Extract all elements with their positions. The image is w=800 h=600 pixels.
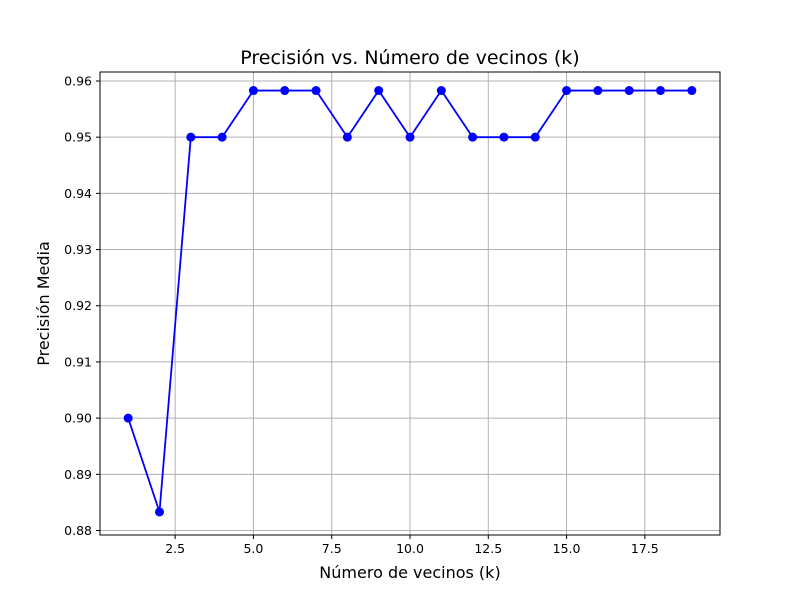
data-point — [405, 132, 415, 142]
data-point — [624, 86, 634, 96]
data-point — [311, 86, 321, 96]
x-tick-label: 2.5 — [165, 541, 185, 556]
data-point — [656, 86, 666, 96]
data-point — [154, 507, 164, 517]
y-tick-label: 0.90 — [64, 411, 92, 426]
y-tick-label: 0.91 — [64, 354, 92, 369]
data-point — [374, 86, 384, 96]
data-point — [436, 86, 446, 96]
x-axis-title: Número de vecinos (k) — [319, 563, 500, 582]
data-point — [687, 86, 697, 96]
x-tick-label: 17.5 — [631, 541, 659, 556]
data-point — [280, 86, 290, 96]
x-tick-label: 10.0 — [396, 541, 424, 556]
data-point — [342, 132, 352, 142]
x-tick-label: 5.0 — [243, 541, 263, 556]
x-tick-label: 15.0 — [553, 541, 581, 556]
y-tick-label: 0.94 — [64, 186, 92, 201]
y-tick-label: 0.89 — [64, 467, 92, 482]
series — [123, 86, 697, 517]
data-point — [217, 132, 227, 142]
grid — [100, 72, 720, 535]
y-tick-label: 0.93 — [64, 242, 92, 257]
y-tick-label: 0.88 — [64, 523, 92, 538]
y-tick-label: 0.92 — [64, 298, 92, 313]
data-point — [593, 86, 603, 96]
x-tick-label: 7.5 — [322, 541, 342, 556]
data-point — [186, 132, 196, 142]
y-axis-title: Precisión Media — [34, 241, 53, 366]
data-point — [562, 86, 572, 96]
y-tick-label: 0.96 — [64, 73, 92, 88]
data-point — [248, 86, 258, 96]
y-tick-label: 0.95 — [64, 130, 92, 145]
x-tick-label: 12.5 — [474, 541, 502, 556]
data-point — [530, 132, 540, 142]
data-point — [123, 413, 133, 423]
data-point — [499, 132, 509, 142]
data-point — [468, 132, 478, 142]
ticks: 2.5 5.0 7.5 10.0 12.5 15.0 17.5 0.88 0.89 0.90 0.9… — [64, 73, 659, 556]
chart-title: Precisión vs. Número de vecinos (k) — [240, 47, 579, 69]
